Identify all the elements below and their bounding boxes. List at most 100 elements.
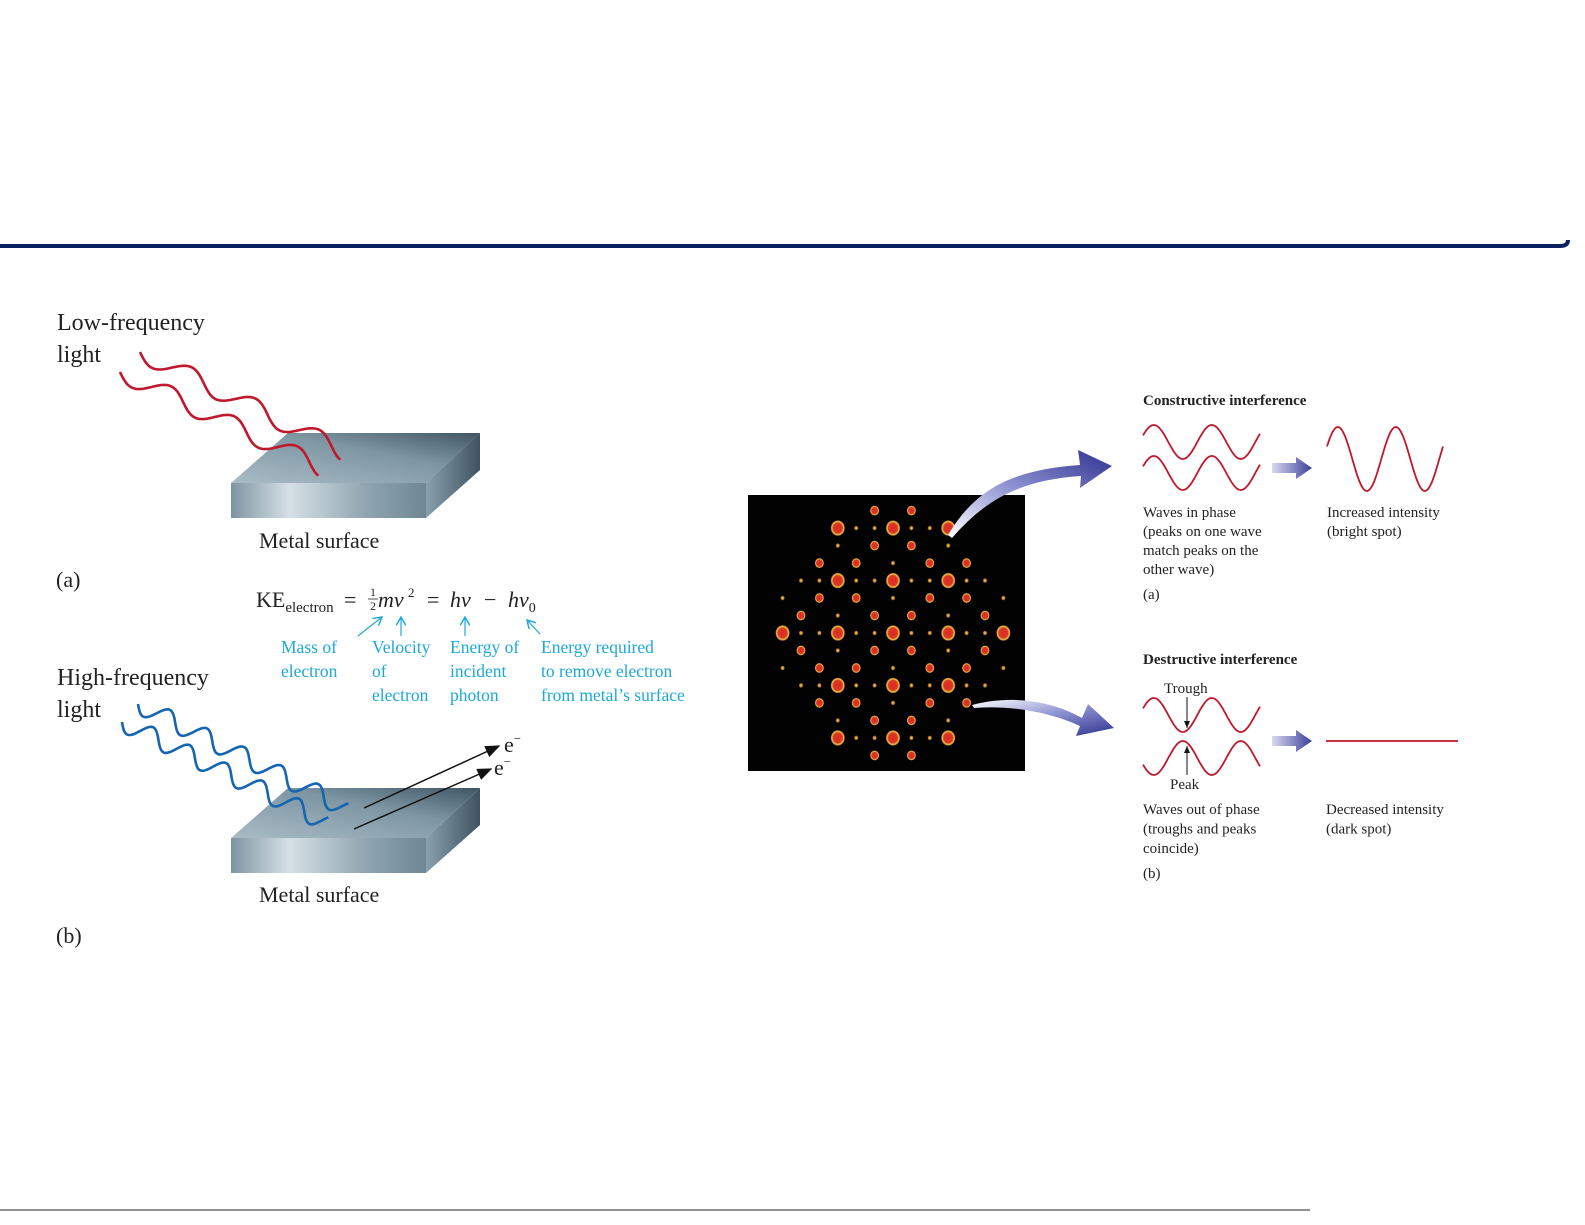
caption-line: (peaks on one wave: [1143, 524, 1262, 540]
diffraction-spot: [982, 630, 988, 636]
caption-line: to remove electron: [541, 661, 672, 681]
diffraction-spot: [830, 625, 845, 641]
diffraction-spot: [870, 505, 880, 516]
diffraction-spot: [796, 645, 806, 656]
diffraction-spot: [835, 613, 840, 618]
panel-label-a: (a): [56, 567, 80, 592]
ejected-electron-arrow: [353, 768, 493, 830]
diffraction-spot: [817, 630, 822, 636]
diffraction-spot: [870, 645, 880, 656]
diffraction-spot: [886, 572, 900, 589]
diffraction-spot: [909, 630, 914, 636]
diffraction-spot: [835, 717, 840, 723]
high-frequency-wave: [120, 721, 329, 826]
wave-out-of-phase: [1142, 740, 1261, 776]
caption-line: Waves out of phase: [1143, 802, 1260, 818]
constructive-title: Constructive interference: [1143, 393, 1307, 409]
diffraction-spot: [909, 735, 914, 741]
hv0-term: hν: [508, 587, 529, 612]
diffraction-spot: [775, 625, 790, 641]
wave-in-phase: [1142, 455, 1261, 491]
photoelectric-panel-a: Low-frequency light Metal surface (a): [56, 310, 480, 592]
equals-sign: =: [427, 587, 439, 612]
diffraction-spot: [798, 578, 804, 584]
destructive-right-caption: Decreased intensity (dark spot): [1326, 802, 1444, 838]
interference-panel-b: (b): [1143, 866, 1161, 882]
caption-line: Waves in phase: [1143, 505, 1236, 521]
caption-line: electron: [281, 661, 338, 681]
diffraction-spot: [909, 682, 914, 688]
diffraction-spot: [886, 520, 900, 536]
diffraction-spot: [835, 543, 840, 549]
photoelectric-equation: KEelectron = 1 2 mv 2 = hν − hν0 Mass of…: [256, 585, 685, 705]
caption-line: of: [372, 661, 387, 681]
low-frequency-wave: [138, 351, 342, 461]
diffraction-spot: [854, 682, 859, 688]
diffraction-spot: [946, 717, 951, 723]
diffraction-spot: [817, 578, 822, 584]
high-frequency-wave: [136, 703, 349, 812]
diffraction-spot: [814, 697, 824, 708]
diffraction-spot: [830, 572, 845, 589]
diffraction-spot: [906, 505, 916, 516]
diffraction-spot: [941, 572, 956, 589]
diffraction-spot: [851, 593, 861, 603]
header-rule: [0, 239, 1570, 248]
low-frequency-label: Low-frequency: [57, 310, 205, 336]
diffraction-spot: [872, 735, 877, 741]
diffraction-spot: [851, 697, 861, 708]
mv-term: mv: [378, 587, 404, 612]
diffraction-spot: [851, 663, 861, 673]
diffraction-spot: [872, 630, 877, 636]
resultant-wave-increased: [1326, 426, 1444, 492]
caption-line: match peaks on the: [1143, 543, 1259, 559]
diffraction-spot: [851, 558, 861, 569]
diffraction-spot: [780, 595, 785, 601]
interference-panel-a: (a): [1143, 587, 1160, 603]
diffraction-spot: [872, 525, 877, 531]
caption-line: Mass of: [281, 637, 337, 657]
diffraction-spot: [835, 648, 840, 653]
diffraction-spot: [830, 730, 845, 746]
metal-surface-label: Metal surface: [259, 882, 379, 907]
diffraction-spot: [962, 558, 972, 569]
diffraction-spot: [1001, 665, 1006, 671]
diffraction-spot: [890, 700, 896, 706]
diffraction-spots: [775, 505, 1011, 761]
diffraction-spot: [854, 630, 859, 636]
diffraction-spot: [796, 610, 806, 621]
result-arrow: [1272, 457, 1312, 479]
destructive-left-caption: Waves out of phase (troughs and peaks coin…: [1143, 802, 1260, 857]
diffraction-spot: [927, 630, 932, 636]
diffraction-spot: [941, 730, 956, 746]
diffraction-spot: [906, 610, 916, 621]
diffraction-spot: [906, 750, 916, 761]
caption-line: Energy of: [450, 637, 519, 657]
diffraction-spot: [870, 750, 880, 761]
diffraction-spot: [886, 677, 900, 694]
diffraction-spot: [870, 540, 880, 551]
curved-arrow-to-constructive: [948, 450, 1112, 538]
diffraction-spot: [927, 735, 932, 741]
diffraction-spot: [872, 578, 877, 584]
caption-line: (troughs and peaks: [1143, 822, 1256, 838]
low-frequency-label-line2: light: [57, 342, 101, 368]
caption-line: Velocity: [372, 637, 431, 657]
caption-line: Decreased intensity: [1326, 802, 1444, 818]
destructive-title: Destructive interference: [1143, 652, 1298, 668]
trough-label: Trough: [1164, 681, 1208, 697]
diffraction-spot: [854, 525, 859, 531]
ke-symbol: KE: [256, 587, 285, 612]
diffraction-spot: [925, 663, 935, 673]
diffraction-spot: [854, 735, 859, 741]
low-frequency-wave: [118, 371, 320, 477]
metal-surface-label: Metal surface: [259, 528, 379, 553]
diffraction-spot: [814, 558, 824, 569]
diffraction-spot: [964, 630, 969, 636]
diffraction-spot: [982, 578, 988, 584]
diffraction-spot: [946, 648, 951, 653]
diffraction-spot: [830, 520, 845, 536]
diffraction-spot: [927, 525, 932, 531]
equation-annotations: Mass of electron Velocity of electron Energy …: [281, 637, 685, 705]
